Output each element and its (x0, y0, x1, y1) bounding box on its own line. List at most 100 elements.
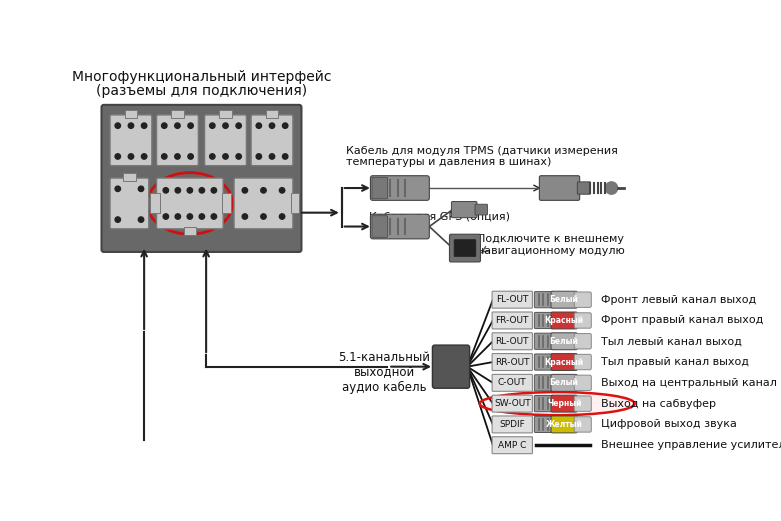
Circle shape (162, 154, 167, 159)
Text: RL-OUT: RL-OUT (495, 337, 529, 346)
Circle shape (223, 154, 228, 159)
Ellipse shape (148, 172, 233, 234)
Text: Подключите к внешнему
навигационному модулю: Подключите к внешнему навигационному мод… (477, 234, 625, 256)
Text: SW-OUT: SW-OUT (494, 399, 530, 408)
FancyBboxPatch shape (205, 115, 247, 166)
Circle shape (187, 188, 193, 193)
Circle shape (209, 123, 215, 128)
FancyBboxPatch shape (291, 193, 299, 214)
FancyBboxPatch shape (251, 115, 293, 166)
Circle shape (163, 188, 169, 193)
Text: C-OUT: C-OUT (498, 378, 526, 387)
Circle shape (199, 188, 205, 193)
FancyBboxPatch shape (540, 176, 580, 201)
Circle shape (115, 154, 120, 159)
FancyBboxPatch shape (534, 375, 554, 391)
Circle shape (188, 123, 194, 128)
FancyBboxPatch shape (574, 417, 591, 432)
FancyBboxPatch shape (534, 416, 554, 432)
Circle shape (236, 123, 241, 128)
Circle shape (138, 186, 144, 192)
Text: Черный: Черный (547, 399, 581, 408)
Circle shape (283, 123, 288, 128)
Circle shape (256, 123, 262, 128)
Circle shape (242, 214, 248, 219)
FancyBboxPatch shape (450, 234, 480, 262)
Circle shape (128, 123, 134, 128)
FancyBboxPatch shape (234, 178, 293, 229)
FancyBboxPatch shape (534, 292, 554, 308)
Text: Кабель для модуля TPMS (датчики измерения
температуры и давления в шинах): Кабель для модуля TPMS (датчики измерени… (346, 146, 618, 167)
FancyBboxPatch shape (184, 227, 196, 235)
FancyBboxPatch shape (551, 333, 577, 350)
Text: RR-OUT: RR-OUT (495, 357, 530, 367)
FancyBboxPatch shape (219, 110, 232, 118)
FancyBboxPatch shape (534, 313, 554, 329)
Text: Тыл левый канал выход: Тыл левый канал выход (601, 336, 742, 346)
FancyBboxPatch shape (454, 240, 476, 256)
Text: Желтый: Желтый (546, 420, 583, 429)
FancyBboxPatch shape (574, 333, 591, 349)
Circle shape (199, 214, 205, 219)
Text: 5.1-канальный
выходной
аудио кабель: 5.1-канальный выходной аудио кабель (338, 351, 430, 394)
FancyBboxPatch shape (110, 115, 152, 166)
Text: Тыл правый канал выход: Тыл правый канал выход (601, 357, 750, 367)
Circle shape (211, 214, 216, 219)
Circle shape (261, 214, 266, 219)
Circle shape (187, 214, 193, 219)
Text: SPDIF: SPDIF (499, 420, 525, 429)
FancyBboxPatch shape (577, 182, 590, 194)
FancyBboxPatch shape (534, 354, 554, 370)
FancyBboxPatch shape (551, 395, 577, 412)
FancyBboxPatch shape (492, 395, 533, 412)
Text: FL-OUT: FL-OUT (496, 295, 529, 304)
Circle shape (175, 123, 180, 128)
FancyBboxPatch shape (372, 216, 387, 237)
FancyBboxPatch shape (370, 176, 430, 201)
FancyBboxPatch shape (574, 396, 591, 412)
FancyBboxPatch shape (551, 416, 577, 433)
FancyBboxPatch shape (574, 375, 591, 391)
Text: (разъемы для подключения): (разъемы для подключения) (96, 84, 307, 98)
Circle shape (283, 154, 288, 159)
Circle shape (223, 123, 228, 128)
Circle shape (269, 123, 275, 128)
Text: Кабель для GPS (опция): Кабель для GPS (опция) (369, 211, 510, 221)
Circle shape (141, 123, 147, 128)
Text: Красный: Красный (544, 357, 583, 367)
Circle shape (163, 214, 169, 219)
FancyBboxPatch shape (574, 292, 591, 307)
FancyBboxPatch shape (534, 395, 554, 412)
FancyBboxPatch shape (156, 178, 223, 229)
FancyBboxPatch shape (492, 333, 533, 350)
FancyBboxPatch shape (451, 202, 477, 218)
FancyBboxPatch shape (125, 110, 137, 118)
Circle shape (115, 123, 120, 128)
FancyBboxPatch shape (156, 115, 198, 166)
FancyBboxPatch shape (551, 375, 577, 391)
FancyBboxPatch shape (222, 193, 231, 214)
Circle shape (256, 154, 262, 159)
Text: FR-OUT: FR-OUT (496, 316, 529, 325)
Circle shape (128, 154, 134, 159)
Circle shape (115, 217, 120, 222)
Circle shape (280, 214, 285, 219)
FancyBboxPatch shape (171, 110, 184, 118)
FancyBboxPatch shape (534, 333, 554, 350)
Circle shape (188, 154, 194, 159)
FancyBboxPatch shape (372, 177, 387, 199)
Text: Белый: Белый (550, 378, 579, 387)
FancyBboxPatch shape (492, 312, 533, 329)
Text: Фронт правый канал выход: Фронт правый канал выход (601, 316, 764, 326)
FancyBboxPatch shape (475, 204, 487, 215)
Circle shape (209, 154, 215, 159)
Circle shape (162, 123, 167, 128)
FancyBboxPatch shape (492, 437, 533, 454)
Text: Выход на сабвуфер: Выход на сабвуфер (601, 399, 716, 408)
FancyBboxPatch shape (433, 345, 469, 388)
Circle shape (269, 154, 275, 159)
Text: Внешнее управление усилителем: Внешнее управление усилителем (601, 440, 781, 450)
Text: Фронт левый канал выход: Фронт левый канал выход (601, 295, 757, 305)
FancyBboxPatch shape (574, 354, 591, 370)
FancyBboxPatch shape (123, 173, 136, 181)
